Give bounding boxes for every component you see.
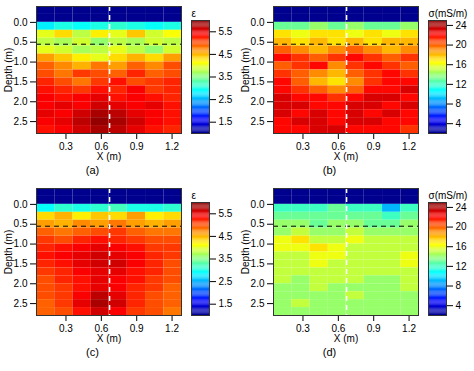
svg-text:2.0: 2.0 bbox=[14, 96, 28, 107]
svg-text:5.5: 5.5 bbox=[219, 26, 233, 37]
svg-text:Depth (m): Depth (m) bbox=[3, 48, 14, 92]
svg-text:σ(mS/m): σ(mS/m) bbox=[429, 8, 468, 19]
svg-text:20: 20 bbox=[456, 39, 468, 50]
svg-text:0.3: 0.3 bbox=[296, 323, 310, 334]
svg-text:0.6: 0.6 bbox=[94, 322, 109, 334]
svg-text:1.5: 1.5 bbox=[251, 258, 265, 269]
svg-text:3.5: 3.5 bbox=[219, 253, 233, 264]
svg-text:1.0: 1.0 bbox=[251, 56, 265, 67]
svg-text:0.0: 0.0 bbox=[251, 17, 265, 28]
svg-text:1.0: 1.0 bbox=[14, 238, 28, 249]
svg-text:Depth (m): Depth (m) bbox=[240, 230, 251, 274]
svg-text:24: 24 bbox=[456, 202, 468, 213]
svg-text:X (m): X (m) bbox=[97, 333, 121, 344]
svg-text:0.0: 0.0 bbox=[14, 17, 28, 28]
svg-text:0.9: 0.9 bbox=[367, 141, 381, 152]
svg-text:X (m): X (m) bbox=[334, 151, 358, 162]
svg-text:1.2: 1.2 bbox=[165, 323, 179, 334]
svg-text:0.3: 0.3 bbox=[296, 141, 310, 152]
svg-text:2.5: 2.5 bbox=[219, 94, 233, 105]
svg-text:20: 20 bbox=[456, 221, 468, 232]
svg-text:0.6: 0.6 bbox=[331, 140, 346, 152]
svg-text:0.6: 0.6 bbox=[331, 322, 346, 334]
svg-text:4.5: 4.5 bbox=[219, 49, 233, 60]
svg-text:Depth (m): Depth (m) bbox=[3, 230, 14, 274]
svg-text:0.6: 0.6 bbox=[94, 140, 109, 152]
svg-text:1.0: 1.0 bbox=[14, 56, 28, 67]
html-text:(c): (c) bbox=[86, 346, 99, 358]
svg-text:2.5: 2.5 bbox=[14, 116, 28, 127]
svg-text:0.3: 0.3 bbox=[59, 323, 73, 334]
svg-text:2.5: 2.5 bbox=[251, 298, 265, 309]
svg-text:0.9: 0.9 bbox=[130, 323, 144, 334]
svg-text:16: 16 bbox=[456, 241, 468, 252]
svg-text:1.5: 1.5 bbox=[219, 298, 233, 309]
html-text:(a): (a) bbox=[85, 164, 100, 176]
svg-text:8: 8 bbox=[456, 98, 462, 109]
svg-text:1.5: 1.5 bbox=[251, 76, 265, 87]
svg-text:4: 4 bbox=[456, 300, 462, 311]
svg-text:1.2: 1.2 bbox=[165, 141, 179, 152]
svg-text:1.2: 1.2 bbox=[402, 323, 416, 334]
svg-text:ε: ε bbox=[192, 190, 197, 201]
html-text:(b): (b) bbox=[322, 164, 337, 176]
svg-text:0.5: 0.5 bbox=[14, 36, 28, 47]
svg-text:0.9: 0.9 bbox=[367, 323, 381, 334]
svg-text:0.3: 0.3 bbox=[59, 141, 73, 152]
svg-text:1.5: 1.5 bbox=[14, 258, 28, 269]
svg-text:1.5: 1.5 bbox=[14, 76, 28, 87]
svg-text:0.5: 0.5 bbox=[251, 218, 265, 229]
svg-text:0.9: 0.9 bbox=[130, 141, 144, 152]
svg-text:X (m): X (m) bbox=[334, 333, 358, 344]
svg-text:1.0: 1.0 bbox=[251, 238, 265, 249]
svg-text:2.5: 2.5 bbox=[219, 276, 233, 287]
svg-text:0.5: 0.5 bbox=[14, 218, 28, 229]
svg-text:4.5: 4.5 bbox=[219, 231, 233, 242]
svg-text:12: 12 bbox=[456, 261, 468, 272]
svg-text:σ(mS/m): σ(mS/m) bbox=[429, 190, 468, 201]
svg-text:Depth (m): Depth (m) bbox=[240, 48, 251, 92]
svg-text:2.0: 2.0 bbox=[251, 96, 265, 107]
svg-text:4: 4 bbox=[456, 118, 462, 129]
svg-text:2.0: 2.0 bbox=[251, 278, 265, 289]
svg-text:0.0: 0.0 bbox=[251, 199, 265, 210]
svg-text:12: 12 bbox=[456, 79, 468, 90]
svg-text:16: 16 bbox=[456, 59, 468, 70]
svg-text:3.5: 3.5 bbox=[219, 71, 233, 82]
svg-text:X (m): X (m) bbox=[97, 151, 121, 162]
svg-text:2.0: 2.0 bbox=[14, 278, 28, 289]
svg-text:ε: ε bbox=[192, 8, 197, 19]
html-text:(d): (d) bbox=[322, 346, 337, 358]
svg-text:0.5: 0.5 bbox=[251, 36, 265, 47]
svg-text:2.5: 2.5 bbox=[14, 298, 28, 309]
svg-text:0.0: 0.0 bbox=[14, 199, 28, 210]
svg-text:1.2: 1.2 bbox=[402, 141, 416, 152]
svg-text:2.5: 2.5 bbox=[251, 116, 265, 127]
svg-text:8: 8 bbox=[456, 280, 462, 291]
svg-text:5.5: 5.5 bbox=[219, 208, 233, 219]
svg-text:24: 24 bbox=[456, 20, 468, 31]
svg-text:1.5: 1.5 bbox=[219, 116, 233, 127]
